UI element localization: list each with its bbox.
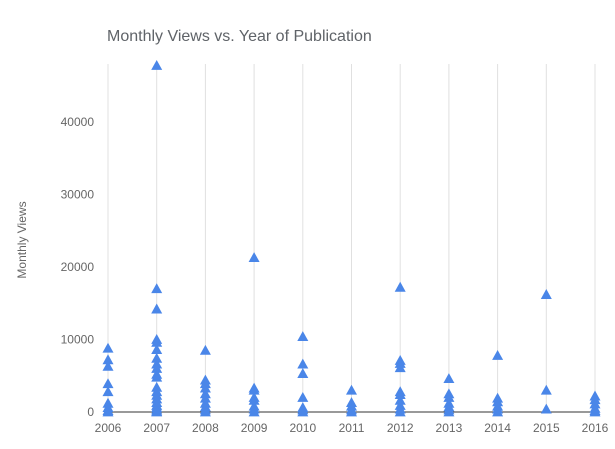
- data-point: [297, 358, 309, 369]
- x-tick-label: 2011: [339, 421, 365, 435]
- data-point: [346, 384, 357, 395]
- data-point: [492, 349, 504, 360]
- data-point: [151, 363, 163, 373]
- data-point: [394, 281, 406, 292]
- x-tick-label: 2007: [143, 421, 170, 435]
- data-point: [297, 392, 309, 402]
- data-point: [443, 392, 455, 402]
- data-point: [492, 406, 504, 417]
- data-point: [199, 406, 211, 417]
- x-tick-label: 2012: [387, 421, 414, 435]
- x-tick-label: 2015: [533, 421, 560, 435]
- x-tick-label: 2013: [436, 421, 463, 435]
- data-point: [297, 406, 309, 417]
- data-point: [394, 389, 406, 399]
- data-point: [394, 362, 406, 373]
- x-tick-label: 2016: [582, 421, 609, 435]
- data-points: [102, 59, 601, 417]
- data-point: [151, 283, 163, 294]
- data-point: [394, 406, 406, 417]
- y-tick-label: 30000: [61, 188, 95, 202]
- y-axis-tick-labels: 0 10000 20000 30000 40000: [61, 115, 95, 419]
- data-point: [151, 406, 163, 417]
- data-point: [102, 354, 114, 365]
- data-point: [443, 406, 455, 417]
- data-point: [102, 406, 114, 417]
- data-point: [297, 368, 309, 378]
- data-point: [540, 403, 552, 414]
- data-point: [443, 373, 455, 384]
- y-axis-title: Monthly Views: [15, 201, 29, 278]
- data-point: [394, 394, 406, 405]
- data-point: [151, 344, 163, 355]
- data-point: [199, 392, 211, 403]
- data-point: [540, 289, 552, 299]
- data-point: [589, 406, 601, 417]
- data-point: [102, 342, 114, 353]
- x-tick-label: 2009: [241, 421, 268, 435]
- data-point: [248, 384, 260, 395]
- data-point: [199, 382, 211, 393]
- data-point: [297, 331, 309, 341]
- data-point: [248, 406, 260, 417]
- data-point: [151, 303, 163, 314]
- data-point: [151, 59, 163, 70]
- data-point: [102, 360, 114, 371]
- y-tick-label: 0: [87, 405, 94, 419]
- x-tick-label: 2008: [192, 421, 219, 435]
- data-point: [248, 394, 260, 405]
- y-tick-label: 20000: [61, 260, 95, 274]
- data-point: [151, 336, 163, 347]
- data-point: [248, 252, 260, 262]
- vertical-gridlines: [107, 64, 596, 412]
- data-point: [102, 386, 114, 397]
- x-tick-label: 2006: [95, 421, 122, 435]
- data-point: [151, 371, 163, 382]
- chart-title: Monthly Views vs. Year of Publication: [107, 28, 372, 45]
- data-point: [540, 384, 552, 395]
- y-tick-label: 10000: [61, 333, 95, 347]
- x-tick-label: 2014: [484, 421, 511, 435]
- data-point: [151, 352, 163, 363]
- data-point: [102, 378, 114, 389]
- x-tick-label: 2010: [289, 421, 316, 435]
- y-tick-label: 40000: [61, 115, 95, 129]
- x-axis-tick-labels: 2006 2007 2008 2009 2010 2011 2012 2013 2014 2015…: [95, 421, 609, 435]
- data-point: [199, 344, 211, 355]
- data-point: [346, 406, 357, 417]
